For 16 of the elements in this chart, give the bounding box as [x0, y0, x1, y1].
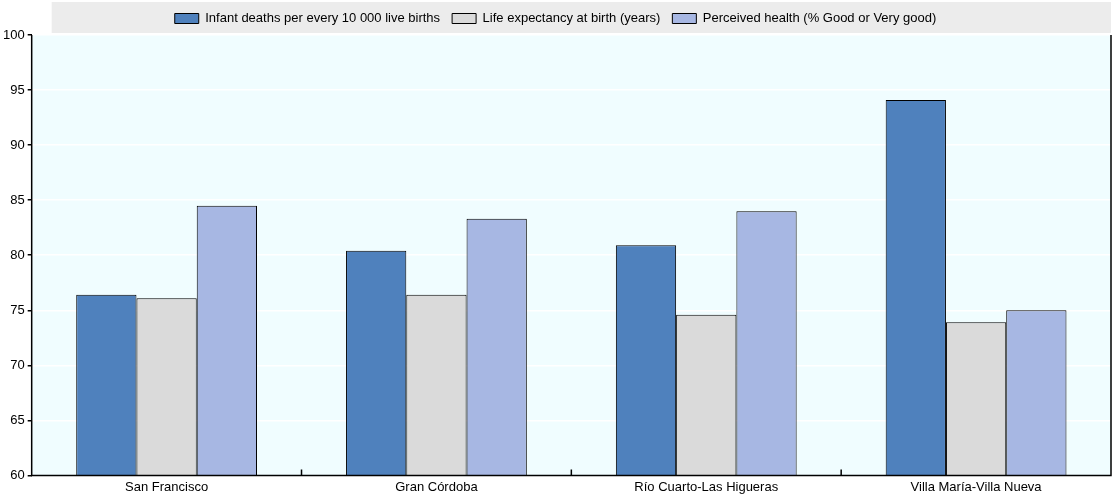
y-tick-label: 60: [10, 466, 25, 482]
y-tick-label: 80: [10, 246, 25, 262]
y-tick-label: 90: [10, 136, 25, 152]
legend-label: Perceived health (% Good or Very good): [702, 10, 937, 26]
x-tick-label: Villa María-Villa Nueva: [910, 478, 1043, 494]
y-tick-label: 65: [10, 411, 25, 427]
y-tick-label: 75: [10, 301, 25, 317]
y-tick-label: 95: [10, 81, 25, 97]
x-tick-label: Río Cuarto-Las Higueras: [634, 478, 779, 494]
legend-label: Infant deaths per every 10 000 live births: [205, 10, 441, 26]
x-tick-label: San Francisco: [125, 478, 209, 494]
legend-label: Life expectancy at birth (years): [482, 10, 661, 26]
y-tick-label: 70: [10, 356, 25, 372]
x-tick-label: Gran Córdoba: [395, 478, 479, 494]
y-tick-label: 100: [2, 26, 25, 42]
y-tick-label: 85: [10, 191, 25, 207]
